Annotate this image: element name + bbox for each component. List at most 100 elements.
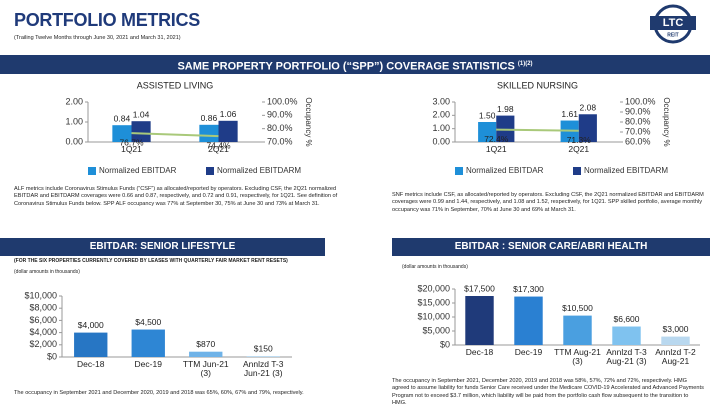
x-tick-label-box: Dec-19 — [134, 360, 162, 369]
bar — [612, 326, 641, 345]
bar-value-label: 1.06 — [220, 109, 237, 119]
y-tick-label: $0 — [47, 351, 57, 361]
banner-footnote: (1)(2) — [517, 61, 533, 67]
x-tick-label-box: 1Q21 — [121, 145, 142, 154]
chart-title: SKILLED NURSING — [497, 80, 578, 90]
bar — [578, 114, 597, 142]
bar — [661, 336, 690, 345]
y2-tick-label: 90.0% — [267, 110, 293, 120]
bar — [131, 329, 165, 357]
y-tick-label: $4,000 — [29, 327, 57, 337]
y2-tick-label: 60.0% — [625, 136, 651, 146]
chart-title: ASSISTED LIVING — [137, 80, 214, 90]
legend-swatch — [573, 167, 581, 175]
bar — [478, 122, 497, 142]
x-tick-label: 1Q21 — [485, 145, 507, 154]
coverage-banner: SAME PROPERTY PORTFOLIO (“SPP”) COVERAGE… — [0, 55, 710, 74]
bar — [465, 296, 494, 345]
legend-label: Normalized EBITDAR — [99, 166, 177, 175]
legend-swatch — [88, 167, 96, 175]
line-value-label: 71.3% — [567, 135, 592, 145]
x-tick-label-box: Annlzd T-3 Aug-21 (3) — [606, 348, 647, 366]
y-tick-label: $8,000 — [29, 303, 57, 313]
y2-tick-label: 100.0% — [625, 96, 656, 106]
y-tick-label: $2,000 — [29, 339, 57, 349]
bar — [246, 356, 280, 357]
x-tick-label: Annlzd T-3 Aug-21 (3) — [606, 348, 647, 366]
x-tick-label-box: Dec-19 — [514, 348, 543, 357]
y2-tick-label: 70.0% — [267, 136, 293, 146]
x-tick-label-box: Dec-18 — [465, 348, 494, 357]
x-tick-label: 2Q21 — [208, 145, 229, 154]
y2-tick-label: 100.0% — [267, 96, 298, 106]
bar-value-label: $150 — [254, 343, 273, 353]
x-tick-label-box: Dec-18 — [77, 360, 105, 369]
x-tick-label-box: 2Q21 — [568, 145, 590, 154]
bar-value-label: $17,300 — [513, 284, 544, 294]
bar — [131, 121, 151, 142]
legend-swatch — [206, 167, 214, 175]
logo-text: LTC — [663, 17, 684, 29]
bar — [74, 332, 108, 357]
y2-tick-label: 80.0% — [267, 123, 293, 133]
x-tick-label-box: 2Q21 — [208, 145, 229, 154]
x-tick-label: Dec-18 — [465, 348, 494, 357]
bar — [199, 124, 219, 142]
y-tick-label: $10,000 — [417, 311, 450, 321]
section-banner: EBITDAR : SENIOR CARE/ABRI HEALTH — [392, 238, 710, 256]
alf-note: ALF metrics include Coronavirus Stimulus… — [14, 186, 338, 207]
bar-value-label: $3,000 — [663, 324, 689, 334]
legend-label: Normalized EBITDARM — [217, 166, 301, 175]
bar — [189, 351, 223, 357]
banner-title: SAME PROPERTY PORTFOLIO (“SPP”) COVERAGE… — [177, 60, 518, 73]
occupancy-line — [131, 132, 219, 138]
bar-value-label: 1.98 — [497, 104, 514, 114]
x-tick-label-box: Annlzd T-3 Jun-21 (3) — [243, 360, 284, 378]
x-tick-label: Annlzd T-3 Jun-21 (3) — [243, 360, 284, 378]
line-value-label: 76.7% — [119, 137, 144, 147]
occupancy-line — [496, 128, 579, 132]
bar-value-label: $10,500 — [562, 303, 593, 313]
y-tick-label: 3.00 — [432, 96, 450, 106]
bar-value-label: $17,500 — [464, 283, 495, 293]
x-tick-label-box: TTM Aug-21 (3) — [554, 348, 601, 366]
y2-axis-label: Occupancy % — [304, 97, 313, 146]
section-banner: EBITDAR: SENIOR LIFESTYLE — [0, 238, 325, 256]
x-tick-label: Dec-19 — [134, 360, 162, 369]
snf-note: SNF metrics include CSF, as allocated/re… — [392, 192, 704, 213]
y-tick-label: $20,000 — [417, 283, 450, 293]
y-tick-label: 2.00 — [432, 110, 450, 120]
y-tick-label: $15,000 — [417, 297, 450, 307]
bar-value-label: 0.86 — [201, 113, 218, 123]
x-tick-label: Dec-18 — [77, 360, 105, 369]
bar-value-label: 1.50 — [479, 110, 496, 120]
page-subtitle: (Trailing Twelve Months through June 30,… — [14, 35, 181, 41]
bar-value-label: $870 — [196, 339, 215, 349]
x-tick-label: 1Q21 — [121, 145, 142, 154]
section-note: The occupancy in September 2021, Decembe… — [392, 378, 704, 407]
bar — [112, 125, 132, 142]
y-tick-label: $6,000 — [29, 315, 57, 325]
y-tick-label: 2.00 — [65, 96, 83, 106]
y-tick-label: 0.00 — [65, 136, 83, 146]
x-tick-label: 2Q21 — [568, 145, 590, 154]
y2-axis-label: Occupancy % — [662, 97, 671, 146]
logo-mark: LTC REIT — [650, 4, 696, 44]
x-tick-label: Dec-19 — [514, 348, 543, 357]
bar-value-label: 1.04 — [133, 109, 150, 119]
bar-value-label: 2.08 — [580, 103, 597, 113]
bar-value-label: $6,600 — [614, 314, 640, 324]
legend-label: Normalized EBITDARM — [584, 166, 668, 175]
y-tick-label: $5,000 — [422, 325, 450, 335]
units-note: (dollar amounts in thousands) — [402, 264, 468, 270]
y-tick-label: $0 — [440, 339, 450, 349]
section-subtitle: (FOR THE SIX PROPERTIES CURRENTLY COVERE… — [14, 258, 288, 264]
bar — [563, 315, 592, 345]
y-tick-label: 0.00 — [432, 136, 450, 146]
line-value-label: 74.4% — [206, 140, 231, 150]
page-title: PORTFOLIO METRICS — [14, 10, 200, 30]
y-tick-label: 1.00 — [65, 116, 83, 126]
y-tick-label: 1.00 — [432, 123, 450, 133]
